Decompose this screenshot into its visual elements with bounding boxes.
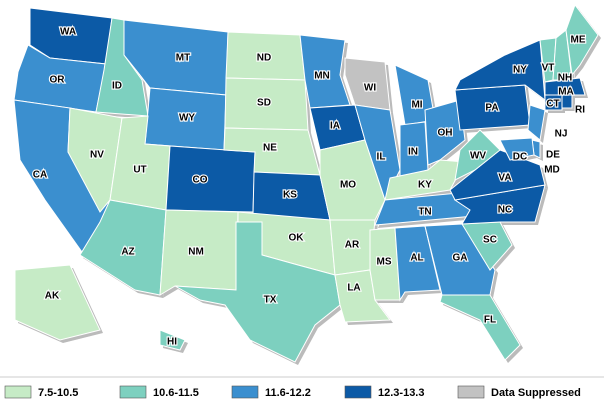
state-label: MD bbox=[544, 165, 560, 176]
state bbox=[369, 227, 401, 301]
state bbox=[454, 129, 501, 181]
state-label: DE bbox=[546, 150, 560, 161]
legend-swatch bbox=[119, 385, 147, 399]
legend-swatch bbox=[457, 385, 485, 399]
legend-swatch bbox=[344, 385, 372, 399]
state-label: NV bbox=[90, 150, 104, 161]
state bbox=[544, 94, 563, 111]
state-label: UT bbox=[133, 165, 146, 176]
state-label: DC bbox=[513, 152, 527, 163]
state bbox=[159, 329, 186, 351]
state-label: SD bbox=[257, 98, 271, 109]
state-label: WY bbox=[179, 113, 195, 124]
state bbox=[527, 104, 546, 141]
state-label: HI bbox=[167, 337, 177, 348]
state-label: GA bbox=[453, 253, 468, 264]
state-label: FL bbox=[484, 315, 496, 326]
state-label: WV bbox=[470, 151, 486, 162]
legend-label: 12.3-13.3 bbox=[378, 387, 424, 399]
state-label: AK bbox=[45, 291, 60, 302]
state-label: LA bbox=[347, 283, 360, 294]
state bbox=[439, 294, 521, 361]
legend-swatch bbox=[231, 385, 259, 399]
state-label: CT bbox=[546, 99, 559, 110]
state-label: TN bbox=[418, 207, 431, 218]
state bbox=[565, 3, 599, 77]
state-label: ND bbox=[257, 53, 271, 64]
state-label: OR bbox=[50, 75, 66, 86]
state-label: WA bbox=[60, 27, 76, 38]
state-label: OH bbox=[438, 128, 453, 139]
state-label: ME bbox=[571, 35, 586, 46]
state-label: AZ bbox=[121, 247, 134, 258]
state bbox=[544, 77, 586, 96]
state-label: NM bbox=[188, 247, 204, 258]
state bbox=[424, 99, 466, 166]
legend-label: 7.5-10.5 bbox=[38, 387, 78, 399]
state-label: NY bbox=[513, 65, 527, 76]
state-label: OK bbox=[289, 233, 305, 244]
state-label: SC bbox=[483, 235, 497, 246]
state-label: PA bbox=[485, 103, 498, 114]
legend-label: 11.6-12.2 bbox=[265, 387, 311, 399]
state-label: NC bbox=[498, 205, 512, 216]
state-label: CO bbox=[193, 175, 208, 186]
legend: 7.5-10.5 10.6-11.5 11.6-12.2 12.3-13.3 Data … bbox=[4, 385, 581, 399]
state bbox=[14, 264, 101, 341]
state-label: IA bbox=[330, 121, 340, 132]
state-label: MO bbox=[340, 180, 356, 191]
state-label: AR bbox=[345, 240, 360, 251]
state bbox=[165, 145, 256, 213]
state-label: KY bbox=[418, 180, 432, 191]
state-label: RI bbox=[575, 105, 585, 116]
state-label: VA bbox=[498, 173, 511, 184]
legend-label: Data Suppressed bbox=[491, 387, 581, 399]
state bbox=[515, 151, 525, 161]
state-label: MS bbox=[377, 257, 392, 268]
state-label: ID bbox=[112, 81, 122, 92]
state bbox=[67, 107, 123, 213]
state-label: IL bbox=[377, 152, 386, 163]
state bbox=[394, 225, 441, 302]
state-label: NH bbox=[558, 73, 572, 84]
state bbox=[424, 223, 496, 296]
state-labels: WA OR CA NV ID MT WY UT AZ CO NM ND SD NE KS OK TX MN IA MO… bbox=[32, 26, 587, 349]
legend-swatch bbox=[4, 385, 32, 399]
state-label: KS bbox=[283, 190, 297, 201]
state-label: MA bbox=[558, 87, 574, 98]
state bbox=[561, 94, 573, 109]
state bbox=[499, 137, 535, 161]
state-label: CA bbox=[33, 170, 47, 181]
state-label: MT bbox=[176, 53, 190, 64]
state-label: AL bbox=[410, 253, 423, 264]
state-label: IN bbox=[408, 147, 418, 158]
state bbox=[174, 221, 341, 363]
states bbox=[13, 3, 599, 363]
legend-label: 10.6-11.5 bbox=[153, 387, 199, 399]
state-label: VT bbox=[542, 63, 555, 74]
state-label: WI bbox=[364, 83, 376, 94]
state-label: MI bbox=[411, 100, 422, 111]
state-label: NJ bbox=[555, 129, 568, 140]
state-label: TX bbox=[264, 295, 277, 306]
state-label: NE bbox=[263, 143, 277, 154]
state-label: MN bbox=[314, 71, 330, 82]
